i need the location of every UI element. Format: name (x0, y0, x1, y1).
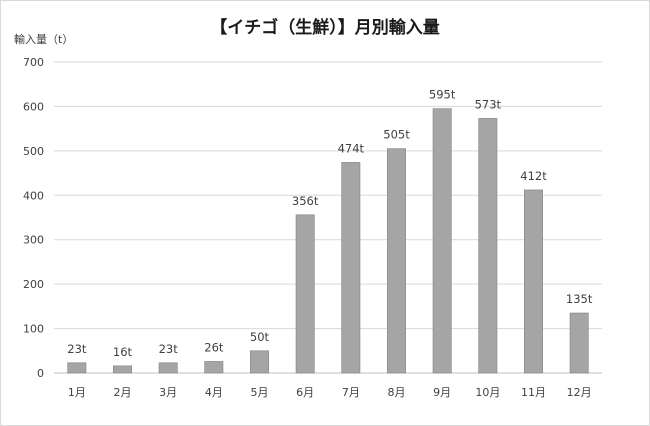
x-tick-label: 3月 (159, 386, 177, 399)
bar (341, 162, 361, 374)
y-tick-label: 200 (23, 278, 44, 291)
x-tick-label: 4月 (205, 386, 223, 399)
bar (524, 189, 543, 374)
bar (67, 362, 87, 374)
y-tick-label: 400 (23, 189, 44, 202)
data-label: 573t (475, 97, 502, 111)
x-tick-label: 5月 (251, 386, 269, 399)
bar (158, 362, 178, 374)
x-tick-label: 10月 (475, 386, 500, 399)
y-tick-label: 500 (23, 145, 44, 158)
y-tick-label: 700 (23, 56, 44, 69)
bar (113, 365, 132, 374)
bar (387, 148, 406, 374)
y-tick-labels: 0 100 200 300 400 500 600 700 (23, 56, 44, 380)
data-label: 23t (67, 342, 87, 356)
data-label: 23t (159, 342, 179, 356)
chart-title: 【イチゴ（生鮮）】月別輸入量 (210, 17, 440, 38)
bar (478, 118, 498, 374)
y-axis-label: 輸入量（t） (14, 32, 73, 46)
x-tick-label: 9月 (433, 386, 451, 399)
data-label: 505t (383, 128, 410, 142)
bar (569, 312, 589, 374)
x-tick-label: 8月 (388, 386, 406, 399)
data-label: 474t (338, 141, 365, 155)
y-tick-label: 300 (23, 234, 44, 247)
y-tick-label: 600 (23, 100, 44, 113)
gridlines (54, 61, 602, 374)
data-label: 16t (113, 345, 133, 359)
bar (295, 214, 315, 374)
x-tick-labels: 1月 2月 3月 4月 5月 6月 7月 8月 9月 10月 11月 12月 (68, 386, 592, 399)
data-label: 356t (292, 194, 319, 208)
y-tick-label: 100 (23, 323, 44, 336)
bar (432, 108, 452, 374)
y-tick-label: 0 (37, 367, 44, 380)
bars (67, 108, 589, 374)
data-label: 412t (520, 169, 547, 183)
data-labels: 23t 16t 23t 26t 50t 356t 474t 505t 595t 573t 412t 1… (67, 88, 593, 359)
x-tick-label: 6月 (296, 386, 314, 399)
x-tick-label: 11月 (521, 386, 546, 399)
data-label: 26t (204, 340, 224, 354)
data-label: 50t (250, 330, 270, 344)
data-label: 135t (566, 292, 593, 306)
x-tick-label: 7月 (342, 386, 360, 399)
bar (204, 361, 224, 374)
x-tick-label: 1月 (68, 386, 86, 399)
x-tick-label: 12月 (567, 386, 592, 399)
bar (250, 350, 269, 374)
x-tick-label: 2月 (114, 386, 132, 399)
data-label: 595t (429, 88, 456, 102)
